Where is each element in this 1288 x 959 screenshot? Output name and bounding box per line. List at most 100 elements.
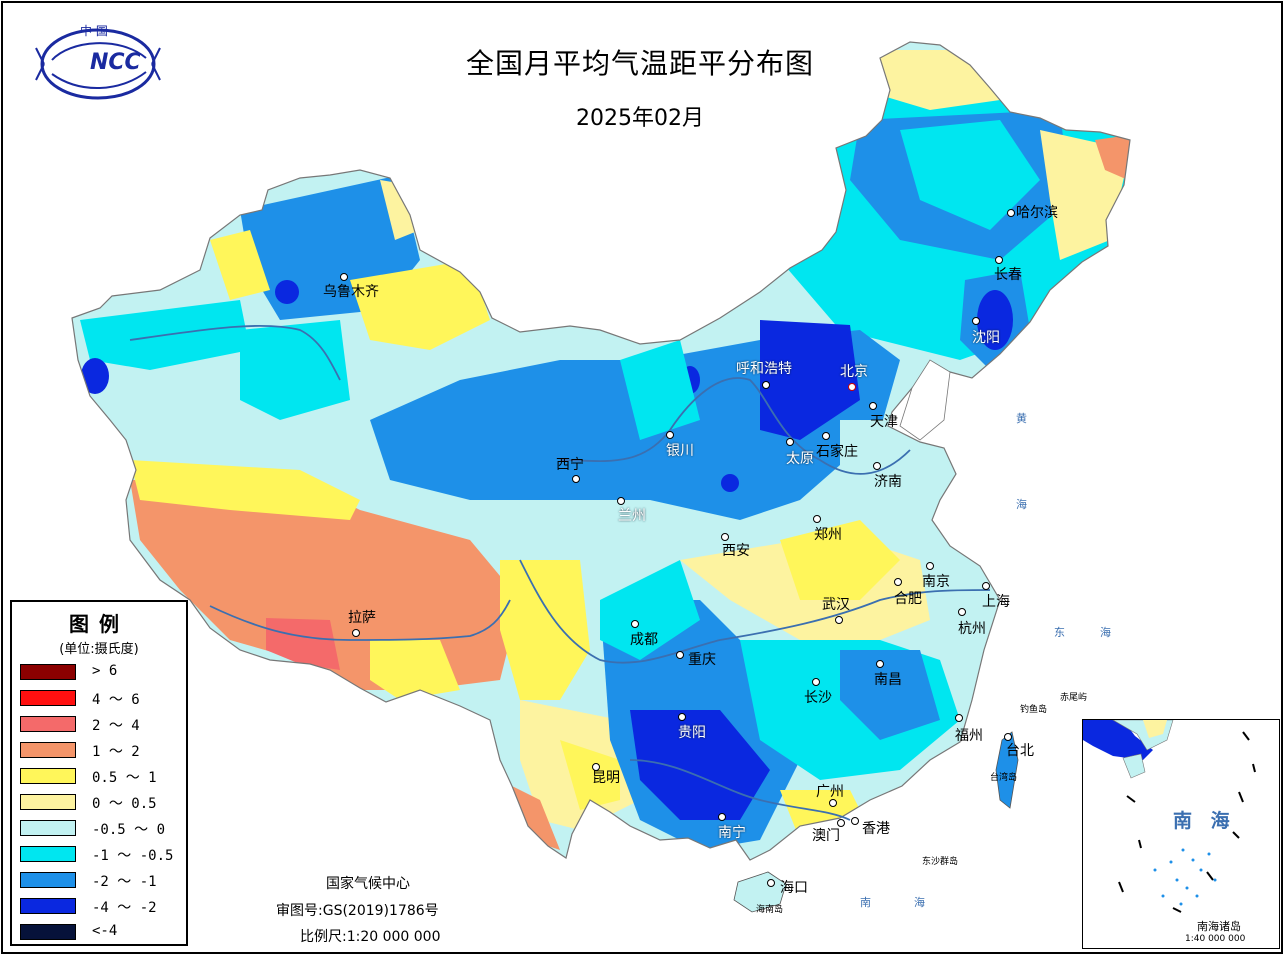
legend-label: 4 ～ 6 bbox=[92, 692, 140, 708]
city-marker bbox=[835, 616, 843, 624]
credit-scale: 比例尺:1:20 000 000 bbox=[300, 929, 441, 945]
city-marker bbox=[340, 273, 348, 281]
city-marker bbox=[631, 620, 639, 628]
city-marker bbox=[617, 497, 625, 505]
city-marker bbox=[676, 651, 684, 659]
legend-swatch bbox=[20, 820, 76, 836]
city-label-xining: 西宁 bbox=[556, 457, 584, 473]
legend-swatch bbox=[20, 898, 76, 914]
inset-caption: 南海诸岛 bbox=[1197, 920, 1241, 933]
city-label-hangzhou: 杭州 bbox=[958, 621, 986, 637]
city-label-macau: 澳门 bbox=[812, 828, 840, 844]
city-label-shanghai: 上海 bbox=[982, 594, 1010, 610]
rivers bbox=[129, 324, 991, 821]
legend-swatch bbox=[20, 664, 76, 680]
logo-mark-text: NCC bbox=[90, 50, 141, 75]
island-label-diaoyu: 钓鱼岛 bbox=[1020, 705, 1048, 715]
city-label-shenyang: 沈阳 bbox=[972, 330, 1000, 346]
city-label-nanchang: 南昌 bbox=[874, 672, 902, 688]
legend-swatch bbox=[20, 690, 76, 706]
city-label-tianjin: 天津 bbox=[870, 414, 898, 430]
city-marker bbox=[926, 562, 934, 570]
inset-map bbox=[1083, 720, 1256, 913]
city-marker bbox=[958, 608, 966, 616]
sea-label-dong-1: 东 bbox=[1054, 626, 1065, 639]
legend-swatch bbox=[20, 768, 76, 784]
city-label-zhengzhou: 郑州 bbox=[814, 527, 842, 543]
legend-swatch bbox=[20, 846, 76, 862]
credit-approval: 审图号:GS(2019)1786号 bbox=[276, 903, 439, 919]
legend-swatch bbox=[20, 924, 76, 940]
legend-label: <-4 bbox=[92, 923, 118, 939]
island-label-hainan: 海南岛 bbox=[756, 905, 784, 915]
city-marker bbox=[972, 317, 980, 325]
inset-sea-label: 南 海 bbox=[1173, 810, 1236, 832]
map-subtitle: 2025年02月 bbox=[576, 106, 704, 131]
city-label-taiyuan: 太原 bbox=[786, 451, 814, 467]
city-marker bbox=[678, 713, 686, 721]
city-label-jinan: 济南 bbox=[874, 474, 902, 490]
city-marker bbox=[352, 629, 360, 637]
city-marker bbox=[837, 819, 845, 827]
legend-label: -1 ～ -0.5 bbox=[92, 848, 174, 864]
legend-title: 图例 bbox=[69, 612, 129, 636]
city-marker bbox=[829, 799, 837, 807]
city-label-xian: 西安 bbox=[722, 543, 750, 559]
city-marker bbox=[1007, 209, 1015, 217]
capital-marker bbox=[848, 383, 856, 391]
sea-label-huang-2: 海 bbox=[1016, 498, 1027, 511]
city-marker bbox=[873, 462, 881, 470]
island-label-chiwei: 赤尾屿 bbox=[1060, 693, 1088, 703]
city-label-guangzhou: 广州 bbox=[816, 784, 844, 800]
city-marker bbox=[876, 660, 884, 668]
sea-label-dong-2: 海 bbox=[1100, 626, 1111, 639]
legend-label: -4 ～ -2 bbox=[92, 900, 157, 916]
legend-label: 0 ～ 0.5 bbox=[92, 796, 157, 812]
city-label-nanjing: 南京 bbox=[922, 574, 950, 590]
city-marker bbox=[1004, 733, 1012, 741]
legend-label: 1 ～ 2 bbox=[92, 744, 140, 760]
city-label-hohhot: 呼和浩特 bbox=[736, 361, 792, 377]
legend-swatch bbox=[20, 872, 76, 888]
city-label-fuzhou: 福州 bbox=[955, 728, 983, 744]
city-label-shijiazhuang: 石家庄 bbox=[816, 444, 858, 460]
legend-label: 2 ～ 4 bbox=[92, 718, 140, 734]
credit-org: 国家气候中心 bbox=[326, 876, 410, 892]
city-marker bbox=[721, 533, 729, 541]
inset-scale: 1:40 000 000 bbox=[1185, 934, 1246, 944]
city-marker bbox=[851, 817, 859, 825]
city-marker bbox=[894, 578, 902, 586]
island-label-taiwan: 台湾岛 bbox=[990, 773, 1018, 783]
sea-label-nan-2: 海 bbox=[914, 896, 925, 909]
city-marker bbox=[812, 678, 820, 686]
legend: 图例 (单位:摄氏度) > 6 4 ～ 6 2 ～ 4 1 ～ 2 0.5 ～ 1 0 ～… bbox=[10, 600, 188, 946]
south-china-sea-inset: 南 海 南海诸岛 1:40 000 000 bbox=[1082, 719, 1280, 949]
city-label-hefei: 合肥 bbox=[894, 591, 922, 607]
city-label-chongqing: 重庆 bbox=[688, 652, 716, 668]
city-marker bbox=[955, 714, 963, 722]
legend-label: 0.5 ～ 1 bbox=[92, 770, 157, 786]
map-title: 全国月平均气温距平分布图 bbox=[465, 47, 814, 80]
city-label-changsha: 长沙 bbox=[804, 690, 832, 706]
city-label-wuhan: 武汉 bbox=[822, 597, 850, 613]
ncc-logo bbox=[35, 28, 161, 100]
city-label-changchun: 长春 bbox=[994, 267, 1022, 283]
legend-swatch bbox=[20, 794, 76, 810]
legend-swatch bbox=[20, 716, 76, 732]
city-label-haikou: 海口 bbox=[780, 880, 808, 896]
city-marker bbox=[762, 381, 770, 389]
city-label-chengdu: 成都 bbox=[630, 632, 658, 648]
city-label-hongkong: 香港 bbox=[862, 821, 890, 837]
island-label-dongsha: 东沙群岛 bbox=[922, 857, 959, 867]
legend-label: -0.5 ～ 0 bbox=[92, 822, 166, 838]
logo-top-text: 中 国 bbox=[80, 24, 108, 38]
city-marker bbox=[666, 431, 674, 439]
city-label-yinchuan: 银川 bbox=[666, 443, 694, 459]
city-marker bbox=[718, 813, 726, 821]
city-marker bbox=[767, 879, 775, 887]
sea-label-huang-1: 黄 bbox=[1016, 412, 1027, 425]
city-label-urumqi: 乌鲁木齐 bbox=[323, 284, 379, 300]
taiwan-island bbox=[995, 731, 1019, 809]
